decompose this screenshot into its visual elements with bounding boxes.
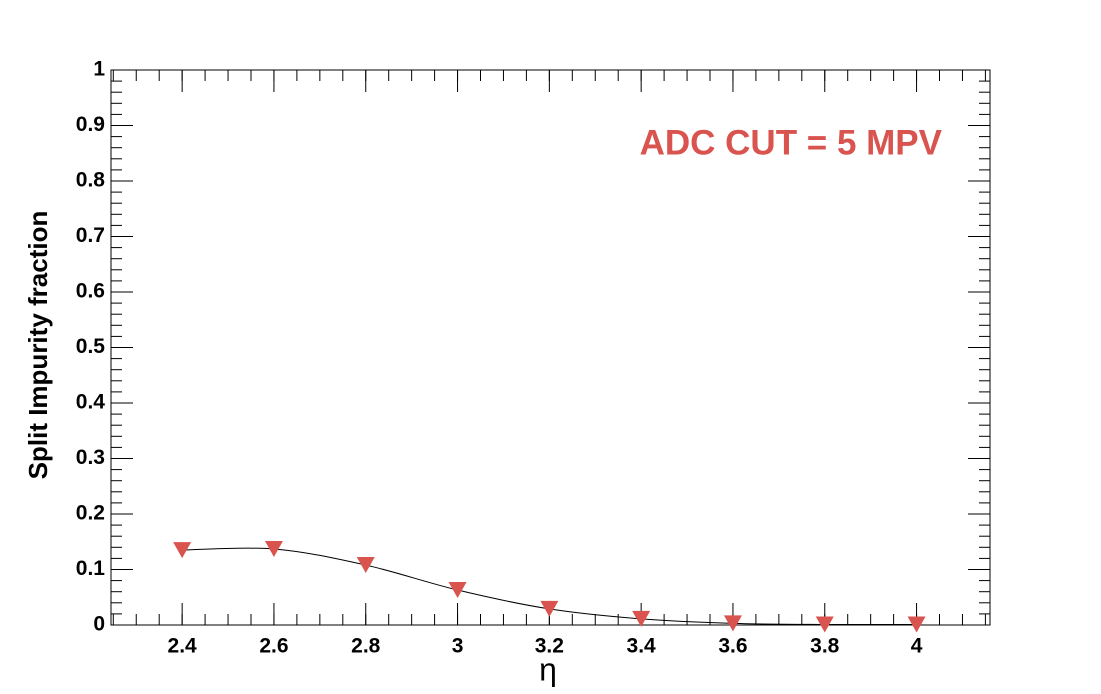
x-tick-label: 4: [911, 635, 923, 658]
marker: [815, 616, 834, 633]
x-tick-label: 3.6: [718, 635, 747, 658]
marker: [907, 616, 926, 633]
y-tick-label: 0.9: [76, 113, 105, 136]
y-tick-label: 0.1: [76, 557, 106, 580]
x-tick-label: 3: [452, 635, 464, 658]
x-tick-label: 2.6: [259, 635, 288, 658]
marker: [173, 542, 192, 559]
marker: [723, 615, 742, 632]
marker: [632, 610, 651, 627]
y-tick-label: 0: [93, 613, 105, 636]
marker: [540, 600, 559, 617]
marker: [448, 582, 467, 599]
marker: [264, 540, 283, 557]
x-tick-label: 3.8: [810, 635, 840, 658]
x-tick-label: 3.4: [627, 635, 657, 658]
y-tick-label: 0.3: [76, 446, 105, 469]
y-tick-label: 0.7: [76, 224, 105, 247]
x-axis-label: η: [539, 651, 557, 687]
x-tick-label: 2.4: [168, 635, 198, 658]
y-tick-label: 0.8: [76, 169, 106, 192]
x-tick-label: 2.8: [351, 635, 381, 658]
y-tick-label: 0.4: [76, 391, 106, 414]
y-axis-label: Split Impurity fraction: [23, 211, 53, 480]
y-tick-label: 0.6: [76, 280, 105, 303]
x-tick-label: 3.2: [535, 635, 564, 658]
y-tick-label: 0.5: [76, 335, 106, 358]
y-tick-label: 1: [93, 58, 105, 81]
y-tick-label: 0.2: [76, 502, 105, 525]
annotation: ADC CUT = 5 MPV: [640, 123, 943, 162]
marker: [356, 557, 375, 574]
